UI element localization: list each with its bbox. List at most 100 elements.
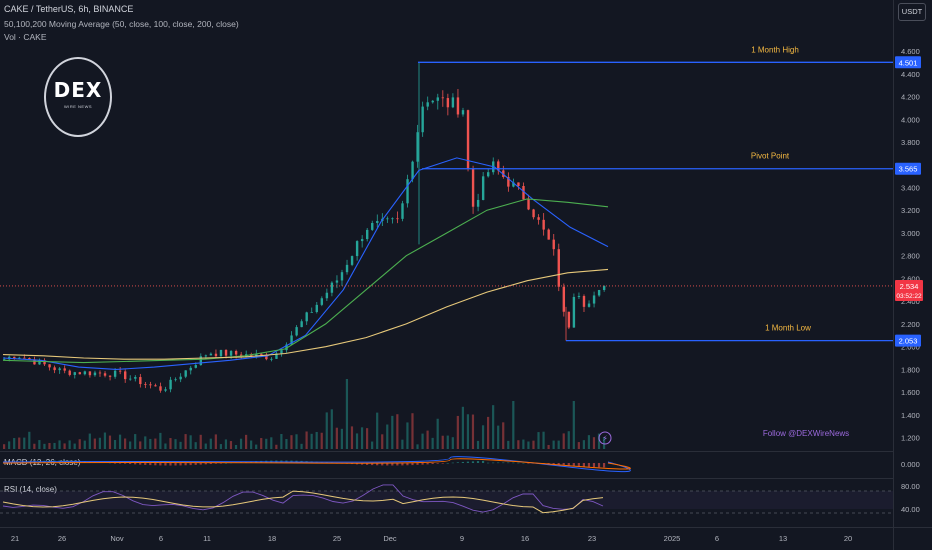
volume-bar [113,439,117,449]
candle-body [325,292,329,299]
candle-body [58,368,61,371]
macd-histogram-bar [602,463,606,468]
candle-body [547,229,550,240]
macd-histogram-bar [209,463,212,465]
volume-bar [184,434,187,449]
candle-body [18,357,21,359]
volume-bar [174,439,177,449]
volume-bar [492,405,495,449]
macd-histogram-bar [522,462,525,464]
volume-bar [214,434,217,449]
volume-bar [154,438,157,449]
pivot-label: Pivot Point [751,152,790,161]
volume-bar [502,422,505,449]
time-tick-label: 11 [203,534,211,543]
candle-body [542,219,545,230]
volume-bar [542,431,545,449]
candle-body [360,239,364,242]
currency-badge[interactable]: USDT [898,3,926,21]
volume-bar [371,441,374,449]
candle-body [587,303,591,307]
price-tick-label: 2.000 [901,343,920,352]
candle-body [446,98,450,108]
candle-body [103,373,107,376]
volume-indicator-label[interactable]: Vol · CAKE [4,32,47,42]
candle-body [149,384,152,386]
volume-bar [512,401,515,449]
candle-body [88,371,92,376]
time-tick-label: 26 [58,534,66,543]
price-tick-label: 2.600 [901,274,920,283]
follow-watermark: Follow @DEXWireNews [763,429,849,438]
volume-bar [224,439,228,449]
candle-body [602,285,606,290]
volume-bar [532,440,535,449]
candle-body [23,357,26,359]
volume-bar [320,432,323,449]
candle-body [441,97,445,99]
macd-histogram-bar [517,462,520,464]
moving-average-line [2,157,609,370]
volume-bar [280,433,283,449]
volume-bar [179,441,182,449]
volume-bar [330,409,333,449]
candle-body [315,304,318,313]
macd-histogram-bar [567,463,570,466]
rsi-ma-line [2,490,604,514]
current-price-tag [895,279,923,301]
macd-histogram-bar [194,463,197,465]
volume-bar [441,435,444,449]
candle-body [562,286,566,312]
candles [3,88,606,393]
candle-body [270,358,273,360]
candle-body [48,364,51,368]
volume-bar [597,433,601,449]
candle-body [466,110,470,169]
volume-bar [567,431,570,449]
price-tick-label: 1.800 [901,365,920,374]
volume-bar [406,422,409,449]
volume-bar [391,415,394,449]
volume-bar [295,434,298,449]
volume-bar [149,438,152,449]
candle-body [335,280,339,283]
volume-bar [23,437,26,449]
macd-histogram-bar [582,463,585,467]
volume-bar [446,435,449,449]
macd-histogram-bar [512,462,515,464]
price-tick-label: 3.200 [901,206,920,215]
candle-body [113,370,117,377]
candle-body [330,282,334,293]
volume-bar [527,441,530,449]
candle-body [134,377,137,379]
volume-bar [124,438,127,449]
price-tick-label: 1.400 [901,411,920,420]
volume-bar [411,413,414,449]
candle-body [557,249,560,287]
candle-body [340,272,344,281]
volume-bar [431,437,434,449]
candle-body [43,360,46,365]
volume-bar [134,434,137,449]
volume-bar [239,438,243,449]
candle-body [350,256,354,265]
candle-body [118,370,122,372]
candle-body [295,327,298,336]
candle-body [144,384,147,385]
volume-bar [401,439,404,449]
macd-histogram-bar [527,463,530,464]
time-tick-label: 6 [159,534,163,543]
volume-bar [270,437,273,449]
candle-body [139,377,142,385]
candle-body [33,359,36,365]
macd-histogram-bar [149,463,152,466]
time-tick-label: 25 [333,534,341,543]
price-tick-label: 4.600 [901,47,920,56]
macd-histogram-bar [451,462,454,464]
candle-body [13,356,16,359]
ma-indicator-label[interactable]: 50,100,200 Moving Average (50, close, 10… [4,19,239,29]
volume-bar [118,434,122,449]
volume-bar [265,438,268,449]
time-tick-label: 2025 [664,534,681,543]
